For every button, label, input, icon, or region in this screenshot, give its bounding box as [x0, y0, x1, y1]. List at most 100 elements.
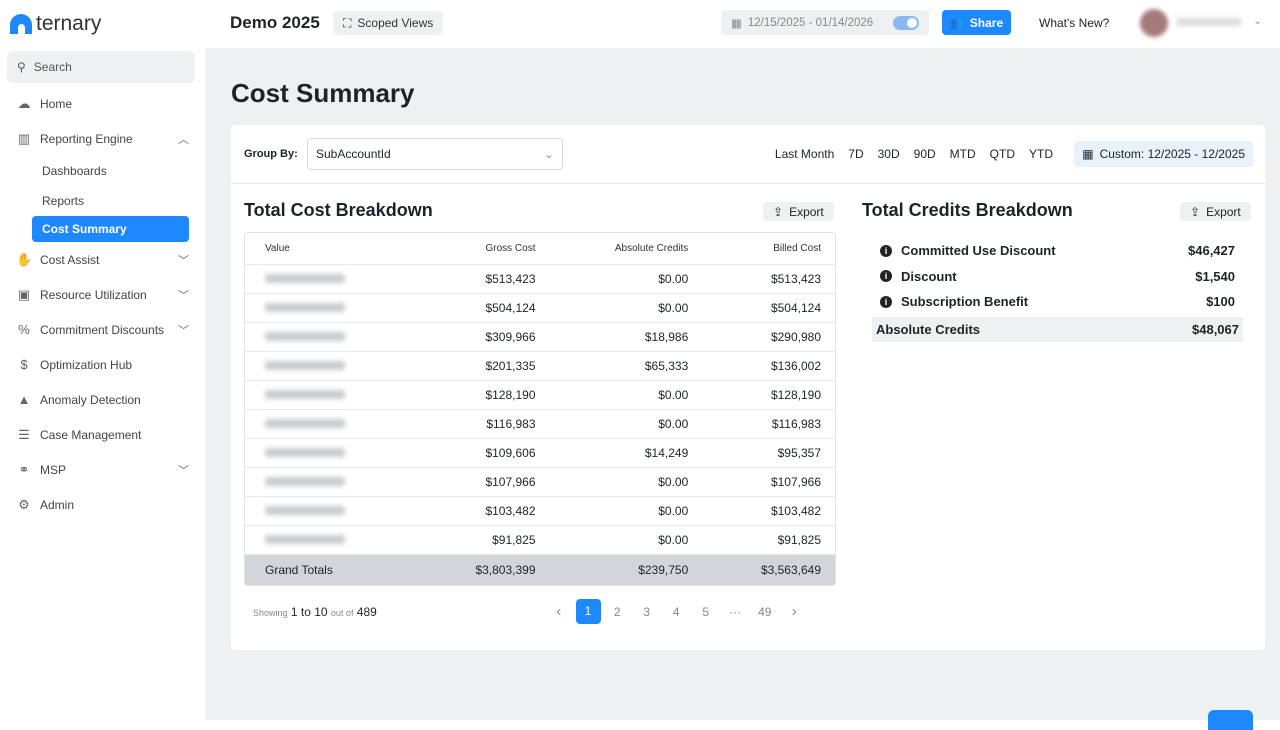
absolute-credits: $0.00 [549, 293, 703, 323]
column-header[interactable]: Absolute Credits [549, 233, 703, 265]
sidebar-item-label: MSP [40, 462, 67, 477]
date-range-picker[interactable]: ▦ 12/15/2025 - 01/14/2026 [721, 10, 929, 35]
range-90d[interactable]: 90D [913, 147, 936, 161]
total-gross: $3,803,399 [416, 554, 550, 585]
billed-cost: $513,423 [702, 264, 835, 294]
page-button[interactable]: ··· [729, 604, 742, 619]
absolute-credits: $0.00 [549, 525, 703, 555]
gross-cost: $103,482 [416, 496, 550, 526]
table-row: $513,423 $0.00 $513,423 [245, 264, 835, 294]
gears-icon: ⚙ [18, 496, 30, 512]
chevron-down-icon: ⌄ [543, 147, 554, 161]
billed-cost: $128,190 [702, 380, 835, 410]
custom-range-button[interactable]: ▦ Custom: 12/2025 - 12/2025 [1074, 141, 1253, 167]
total-label: Absolute Credits [876, 321, 981, 337]
search-icon: ⚲ [17, 60, 26, 74]
page-button[interactable]: 4 [672, 604, 680, 619]
sidebar-item-home[interactable]: ☁ Home [0, 86, 205, 121]
chevron-down-icon[interactable]: ﹀ [178, 254, 189, 267]
export-button[interactable]: ⇪ Export [763, 202, 834, 221]
chevron-down-icon[interactable]: ﹀ [178, 324, 189, 337]
sidebar-item-cost-assist[interactable]: ✋ Cost Assist ﹀ [0, 242, 205, 277]
search-input[interactable]: ⚲ Search [7, 51, 195, 83]
table-row: $103,482 $0.00 $103,482 [245, 496, 835, 526]
logo[interactable]: ternary [10, 12, 101, 36]
billed-cost: $136,002 [702, 351, 835, 381]
export-icon: ⇪ [1190, 204, 1201, 219]
info-icon[interactable]: i [880, 270, 892, 283]
range-mtd[interactable]: MTD [949, 147, 976, 161]
column-header[interactable]: Billed Cost [702, 233, 835, 265]
sidebar-item-commitment-discounts[interactable]: % Commitment Discounts ﹀ [0, 312, 205, 347]
group-by-label: Group By: [244, 148, 298, 160]
absolute-credits-total: Absolute Credits $48,067 [872, 316, 1243, 342]
column-header[interactable]: Value [245, 233, 417, 265]
billed-cost: $103,482 [702, 496, 835, 526]
sidebar-subitem-dashboards[interactable]: Dashboards [42, 164, 107, 178]
avatar[interactable] [1140, 9, 1168, 37]
chevron-down-icon[interactable]: ﹀ [178, 289, 189, 302]
info-icon[interactable]: i [880, 295, 892, 308]
range-ytd[interactable]: YTD [1029, 147, 1053, 161]
redacted-value [265, 360, 345, 370]
billed-cost: $91,825 [702, 525, 835, 555]
chevron-down-icon[interactable]: ﹀ [178, 464, 189, 477]
range-30d[interactable]: 30D [877, 147, 900, 161]
scoped-views-label: Scoped Views [357, 16, 434, 30]
warning-icon: ▲ [17, 392, 31, 407]
page-button[interactable]: 3 [643, 604, 651, 619]
sidebar-item-anomaly-detection[interactable]: ▲ Anomaly Detection [0, 382, 205, 417]
range-last-month[interactable]: Last Month [774, 147, 835, 161]
dollar-circle-icon: $ [20, 357, 28, 372]
chevron-up-icon[interactable]: ︿ [178, 133, 189, 146]
cost-table: Value Gross Cost Absolute Credits Billed Co… [244, 232, 836, 586]
calendar-icon: ▦ [1082, 147, 1094, 161]
range-qtd[interactable]: QTD [989, 147, 1015, 161]
sub-account-id [245, 293, 417, 323]
page-button[interactable]: 2 [613, 604, 621, 619]
cost-summary-card: Group By: SubAccountId ⌄ Last Month 7D 30D 9… [231, 125, 1265, 650]
billed-cost: $107,966 [702, 467, 835, 497]
topbar: Demo 2025 ⛶ Scoped Views ▦ 12/15/2025 - 01… [205, 0, 1280, 48]
page-button[interactable]: 49 [758, 604, 772, 619]
sub-account-id [245, 496, 417, 526]
date-toggle[interactable] [893, 15, 919, 30]
sidebar-subitem-cost-summary[interactable]: Cost Summary [32, 216, 189, 242]
scoped-views-button[interactable]: ⛶ Scoped Views [333, 11, 444, 35]
column-header[interactable]: Gross Cost [416, 233, 550, 265]
info-icon[interactable]: i [880, 244, 892, 257]
page-button[interactable]: 5 [702, 604, 710, 619]
credits-breakdown-title: Total Credits Breakdown [862, 200, 1073, 220]
divider [231, 183, 1265, 184]
sidebar-subitem-reports[interactable]: Reports [42, 194, 85, 208]
chevron-left-icon[interactable]: ‹ [556, 603, 562, 620]
page-button[interactable]: 1 [575, 599, 601, 624]
sidebar-item-resource-utilization[interactable]: ▣ Resource Utilization ﹀ [0, 277, 205, 312]
sub-account-id [245, 264, 417, 294]
chevron-right-icon[interactable]: › [791, 603, 797, 620]
gross-cost: $504,124 [416, 293, 550, 323]
chevron-down-icon[interactable]: ⌄ [1253, 15, 1263, 27]
sidebar-item-reporting-engine[interactable]: ▥ Reporting Engine ︿ [0, 121, 205, 156]
sidebar-item-label: Resource Utilization [40, 287, 147, 302]
sidebar-item-admin[interactable]: ⚙ Admin [0, 487, 205, 522]
credits-export-button[interactable]: ⇪ Export [1180, 202, 1251, 221]
chat-button[interactable] [1208, 710, 1253, 730]
ternary-logo-icon [10, 14, 32, 34]
handshake-icon: ⚭ [18, 461, 30, 477]
group-by-select[interactable]: SubAccountId ⌄ [307, 138, 563, 170]
sidebar-item-optimization-hub[interactable]: $ Optimization Hub [0, 347, 205, 382]
table-row: $309,966 $18,986 $290,980 [245, 322, 835, 352]
share-button[interactable]: 👥 Share [942, 10, 1011, 35]
sidebar-item-msp[interactable]: ⚭ MSP ﹀ [0, 452, 205, 487]
sidebar-item-case-management[interactable]: ☰ Case Management [0, 417, 205, 452]
absolute-credits: $0.00 [549, 380, 703, 410]
absolute-credits: $0.00 [549, 496, 703, 526]
export-label: Export [1206, 204, 1241, 219]
range-7d[interactable]: 7D [848, 147, 864, 161]
sub-account-id [245, 438, 417, 468]
redacted-value [265, 534, 345, 544]
credit-item: i Committed Use Discount $46,427 [872, 238, 1243, 264]
whats-new-link[interactable]: What's New? [1039, 16, 1110, 30]
absolute-credits: $18,986 [549, 322, 703, 352]
